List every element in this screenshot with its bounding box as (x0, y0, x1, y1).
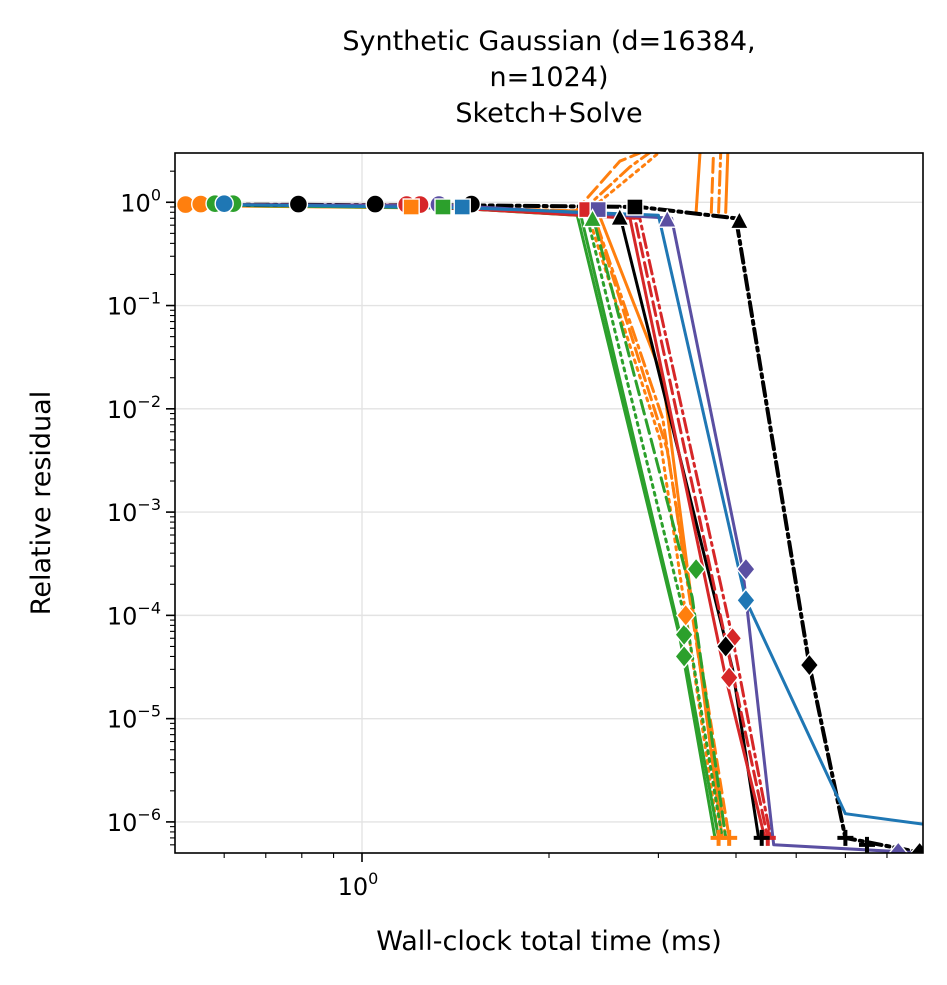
marker-triangle (582, 208, 603, 228)
marker-diamond (736, 557, 756, 582)
chart-title-line-2: n=1024) (490, 62, 609, 93)
y-tick-label: 10−6 (107, 805, 161, 837)
y-tick-label: 100 (120, 185, 161, 217)
marker-plus (753, 829, 770, 846)
marker-diamond (736, 588, 756, 613)
x-tick-label: 100 (338, 869, 379, 901)
y-tick-label: 10−2 (107, 392, 161, 424)
plot-background (175, 153, 923, 853)
marker-plus (858, 836, 875, 853)
marker-diamond (799, 652, 820, 678)
marker-triangle (729, 210, 750, 230)
marker-square (402, 198, 420, 216)
marker-square (434, 198, 452, 216)
marker-circle (365, 194, 385, 214)
series-line-orange (579, 153, 651, 214)
marker-circle (288, 194, 309, 214)
marker-plus (721, 829, 738, 846)
marker-diamond (888, 840, 909, 853)
marker-square (453, 198, 471, 216)
marker-circle (214, 193, 234, 214)
y-tick-label: 10−5 (107, 702, 161, 734)
y-axis-label: Relative residual (26, 391, 57, 615)
marker-plus (837, 829, 854, 846)
data-markers (175, 193, 923, 853)
y-tick-label: 10−1 (107, 289, 161, 321)
marker-triangle (609, 206, 630, 226)
marker-square (626, 198, 644, 216)
series-line-orange (709, 153, 715, 214)
marker-diamond (909, 840, 923, 853)
series-line-orange (724, 153, 730, 214)
x-axis-label: Wall-clock total time (ms) (376, 926, 722, 957)
series-line-orange (717, 153, 723, 214)
marker-diamond (674, 622, 695, 647)
y-tick-label: 10−4 (107, 598, 161, 630)
series-line-orange (585, 153, 660, 214)
chart-title-line-1: Synthetic Gaussian (d=16384, (342, 26, 755, 57)
axis-ticks: 100 10−1 10−2 10−3 10−4 10−5 10−6 100 (107, 170, 888, 901)
series-line-orange (694, 153, 702, 214)
plot-area: 100 10−1 10−2 10−3 10−4 10−5 10−6 100 (107, 152, 924, 901)
series-line-orange (573, 153, 642, 214)
marker-diamond (675, 603, 696, 628)
marker-diamond (715, 634, 736, 659)
marker-diamond (686, 557, 706, 582)
marker-diamond (674, 644, 695, 669)
y-tick-label: 10−3 (107, 495, 161, 527)
chart-title-line-3: Sketch+Solve (455, 98, 642, 129)
marker-diamond (719, 665, 740, 690)
marker-triangle (657, 208, 678, 228)
